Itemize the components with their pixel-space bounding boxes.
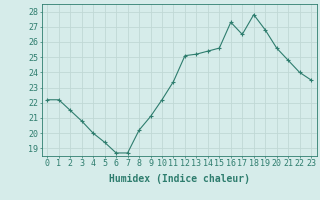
X-axis label: Humidex (Indice chaleur): Humidex (Indice chaleur) <box>109 174 250 184</box>
